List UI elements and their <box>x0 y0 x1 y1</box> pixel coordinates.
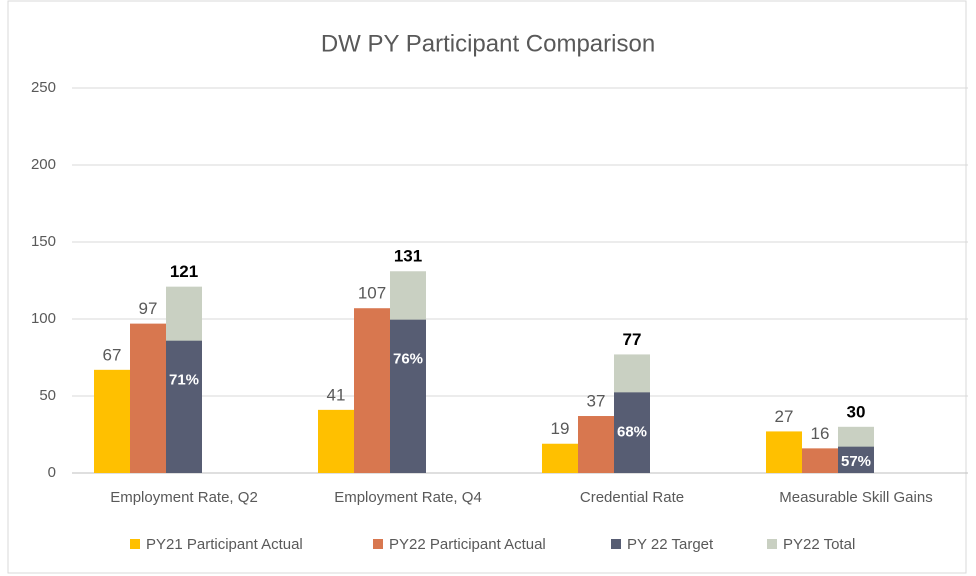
y-tick-label: 50 <box>39 387 56 404</box>
data-label: 68% <box>617 423 647 440</box>
bar <box>578 416 614 473</box>
data-label: 19 <box>551 419 570 438</box>
bar <box>838 446 874 473</box>
chart-title: DW PY Participant Comparison <box>321 30 655 57</box>
legend-label: PY21 Participant Actual <box>146 536 303 553</box>
bar <box>318 409 354 473</box>
bar <box>130 323 166 473</box>
legend-swatch <box>611 539 621 549</box>
data-label: 27 <box>775 407 794 426</box>
chart-border <box>7 0 967 574</box>
bar <box>166 340 202 473</box>
x-tick-label: Credential Rate <box>580 489 684 506</box>
bar <box>766 431 802 473</box>
data-label: 121 <box>170 262 198 281</box>
legend-swatch <box>373 539 383 549</box>
legend-label: PY22 Total <box>783 536 855 553</box>
data-label: 16 <box>811 424 830 443</box>
bar <box>390 319 426 473</box>
data-label: 67 <box>103 345 122 364</box>
data-label: 77 <box>623 330 642 349</box>
bar <box>94 369 130 473</box>
y-tick-label: 100 <box>31 310 56 327</box>
x-tick-label: Measurable Skill Gains <box>779 489 932 506</box>
x-tick-label: Employment Rate, Q2 <box>110 489 258 506</box>
legend-label: PY 22 Target <box>627 536 714 553</box>
bar <box>802 448 838 473</box>
data-label: 97 <box>139 299 158 318</box>
bar <box>542 443 578 473</box>
data-label: 41 <box>327 385 346 404</box>
legend-swatch <box>130 539 140 549</box>
data-label: 37 <box>587 392 606 411</box>
data-label: 30 <box>847 402 866 421</box>
y-tick-label: 250 <box>31 79 56 96</box>
data-label: 107 <box>358 284 386 303</box>
data-label: 131 <box>394 247 422 266</box>
y-tick-label: 150 <box>31 233 56 250</box>
bar <box>354 308 390 473</box>
data-label: 71% <box>169 372 199 389</box>
data-label: 57% <box>841 453 871 470</box>
legend-swatch <box>767 539 777 549</box>
legend-label: PY22 Participant Actual <box>389 536 546 553</box>
bar <box>614 392 650 473</box>
x-tick-label: Employment Rate, Q4 <box>334 489 482 506</box>
y-tick-label: 200 <box>31 156 56 173</box>
data-label: 76% <box>393 351 423 368</box>
y-tick-label: 0 <box>48 464 56 481</box>
